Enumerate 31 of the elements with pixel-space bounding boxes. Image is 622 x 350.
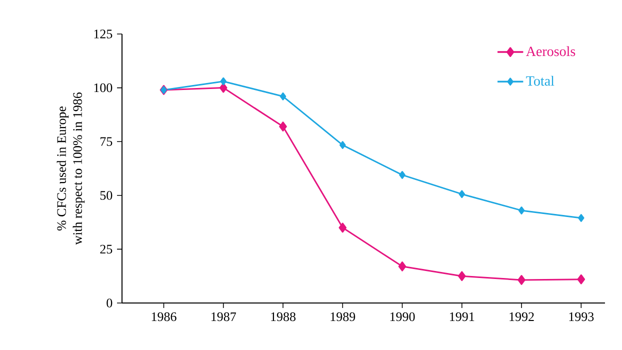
point xyxy=(518,275,526,285)
point xyxy=(280,92,286,100)
point xyxy=(399,170,406,179)
y-tick-label: 100 xyxy=(94,83,112,92)
legend-label: Total xyxy=(526,76,554,86)
point xyxy=(577,274,586,284)
x-tick-label: 1993 xyxy=(569,312,594,322)
x-tick-label: 1988 xyxy=(271,312,296,322)
point xyxy=(458,190,466,198)
point xyxy=(338,222,347,233)
point xyxy=(339,141,346,149)
y-axis-title: % CFCs used in Europe with respect to 100% in 1986 xyxy=(56,92,85,245)
y-tick-label: 25 xyxy=(100,244,112,254)
x-tick-label: 1986 xyxy=(152,312,176,322)
x-tick-label: 1989 xyxy=(330,312,356,322)
y-tick-label: 75 xyxy=(100,137,112,146)
point xyxy=(518,206,525,214)
point xyxy=(279,122,287,132)
x-tick-label: 1987 xyxy=(212,312,236,322)
x-tick-label: 1991 xyxy=(450,312,474,322)
point xyxy=(578,214,584,222)
legend-label: Aerosols xyxy=(526,46,576,56)
x-tick-label: 1990 xyxy=(390,312,415,322)
point xyxy=(220,77,227,86)
x-tick-label: 1992 xyxy=(510,312,534,322)
y-tick-label: 50 xyxy=(100,191,112,200)
y-tick-label: 0 xyxy=(106,298,112,308)
point xyxy=(219,82,228,93)
point xyxy=(458,271,466,282)
y-tick-label: 125 xyxy=(94,30,112,38)
point xyxy=(398,261,406,272)
